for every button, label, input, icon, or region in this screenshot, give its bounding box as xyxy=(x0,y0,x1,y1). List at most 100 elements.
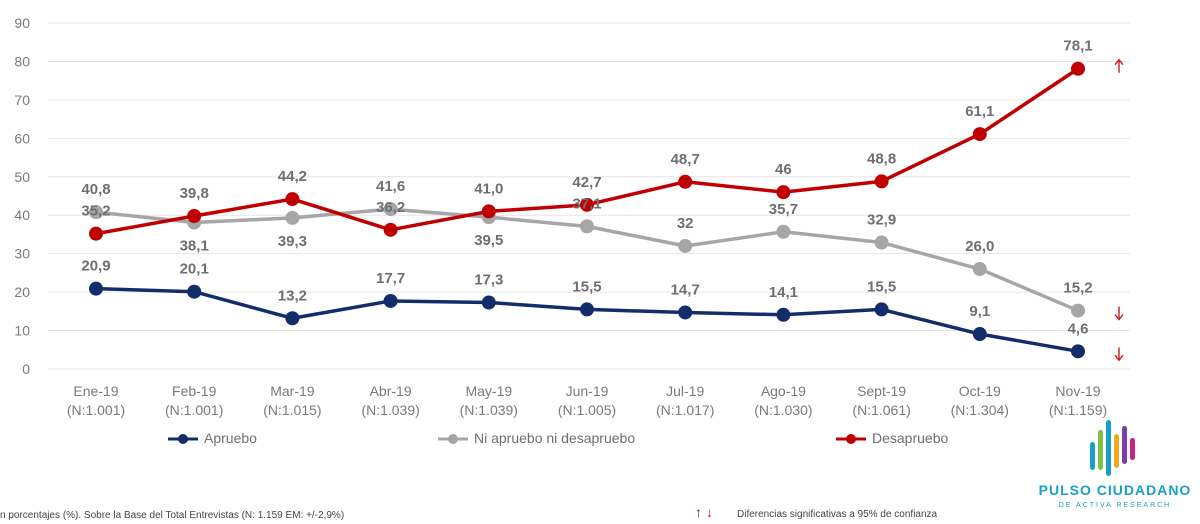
data-point xyxy=(481,204,496,219)
y-tick-label: 0 xyxy=(22,361,30,377)
data-label: 39,5 xyxy=(474,232,503,249)
x-tick-label: Sept-19 xyxy=(857,383,906,399)
data-label: 39,8 xyxy=(180,185,209,202)
data-point xyxy=(285,192,300,207)
data-label: 15,2 xyxy=(1063,280,1092,297)
data-point xyxy=(874,302,889,317)
pulso-ciudadano-logo: PULSO CIUDADANO DE ACTIVA RESEARCH xyxy=(1032,418,1198,518)
arrow-down-icon: ↓ xyxy=(706,504,713,520)
data-label: 13,2 xyxy=(278,287,307,304)
data-label: 42,7 xyxy=(572,174,601,191)
legend-desapruebo: Desapruebo xyxy=(834,430,948,446)
data-label: 48,8 xyxy=(867,150,896,167)
data-label: 37,1 xyxy=(572,195,601,212)
arrow-down-icon xyxy=(1114,306,1124,321)
data-point xyxy=(580,197,594,212)
legend-swatch-ni-apruebo xyxy=(438,434,468,445)
data-label: 35,7 xyxy=(769,201,798,218)
data-label: 15,5 xyxy=(867,278,896,295)
data-label: 44,2 xyxy=(278,168,307,185)
gridlines xyxy=(48,22,1130,370)
data-point xyxy=(285,210,300,225)
data-label: 17,3 xyxy=(474,271,503,288)
logo-name: PULSO CIUDADANO xyxy=(1038,482,1192,498)
data-label: 78,1 xyxy=(1063,38,1092,55)
y-axis: 0 10 20 30 40 50 60 70 80 90 xyxy=(14,15,30,377)
x-tick-label: Jun-19 xyxy=(566,383,609,399)
y-tick-label: 70 xyxy=(14,92,30,108)
x-tick-label: May-19 xyxy=(465,383,512,399)
x-tick-label: Ago-19 xyxy=(761,383,806,399)
arrow-up-icon xyxy=(1114,58,1124,73)
data-label: 9,1 xyxy=(969,303,990,320)
data-point xyxy=(776,185,791,200)
data-label: 14,1 xyxy=(769,284,798,301)
data-label: 14,7 xyxy=(671,281,700,298)
x-tick-label: Oct-19 xyxy=(959,383,1001,399)
significance-note-text: Diferencias significativas a 95% de conf… xyxy=(737,509,938,520)
arrow-down-icon xyxy=(1114,347,1124,362)
data-point xyxy=(972,327,987,342)
data-label: 41,0 xyxy=(474,180,503,197)
legend-label-desapruebo: Desapruebo xyxy=(872,430,949,446)
data-point xyxy=(1071,344,1085,359)
y-tick-label: 80 xyxy=(14,53,30,69)
data-point xyxy=(481,295,496,310)
data-label: 17,7 xyxy=(376,270,405,287)
data-point xyxy=(678,238,693,253)
x-tick-label: Feb-19 xyxy=(172,383,217,399)
data-point xyxy=(776,307,791,322)
arrow-up-icon: ↑ xyxy=(695,504,702,520)
data-point xyxy=(678,174,693,189)
x-tick-sample-size: (N:1.039) xyxy=(460,402,518,418)
significance-note: ↑ ↓ Diferencias significativas a 95% de co… xyxy=(695,504,937,520)
data-label: 38,1 xyxy=(180,238,209,255)
series-line xyxy=(95,286,1079,354)
data-point xyxy=(1071,303,1085,318)
significance-arrows xyxy=(1114,58,1124,362)
data-point xyxy=(383,202,398,217)
data-label: 26,0 xyxy=(965,238,994,255)
logo-subtitle: DE ACTIVA RESEARCH xyxy=(1058,502,1172,509)
x-tick-sample-size: (N:1.159) xyxy=(1049,402,1107,418)
data-label: 61,1 xyxy=(965,103,994,120)
data-point xyxy=(383,293,398,308)
x-tick-sample-size: (N:1.304) xyxy=(951,402,1009,418)
data-point xyxy=(580,302,594,317)
data-point xyxy=(89,281,103,296)
legend-label-ni-apruebo: Ni apruebo ni desapruebo xyxy=(474,430,636,446)
x-tick-sample-size: (N:1.017) xyxy=(656,402,714,418)
x-tick-label: Nov-19 xyxy=(1055,383,1100,399)
data-label: 32 xyxy=(677,215,694,232)
y-tick-label: 50 xyxy=(14,169,30,185)
x-tick-sample-size: (N:1.015) xyxy=(263,402,321,418)
legend-label-apruebo: Apruebo xyxy=(204,430,257,446)
base-footnote: n porcentajes (%). Sobre la Base del Tot… xyxy=(0,510,345,521)
x-tick-sample-size: (N:1.061) xyxy=(852,402,910,418)
y-tick-label: 90 xyxy=(14,15,30,31)
data-label: 41,6 xyxy=(376,178,405,195)
x-tick-label: Ene-19 xyxy=(73,383,118,399)
series-points xyxy=(89,61,1085,359)
data-point xyxy=(580,219,594,234)
line-chart: 0 10 20 30 40 50 60 70 80 90 Ene-19 (N:1.001) Feb-1… xyxy=(14,15,1130,418)
data-point xyxy=(89,226,103,241)
data-label: 36,2 xyxy=(376,199,405,216)
data-label: 4,6 xyxy=(1068,320,1089,337)
data-point xyxy=(187,284,202,299)
data-label: 48,7 xyxy=(671,151,700,168)
y-tick-label: 20 xyxy=(14,284,30,300)
data-label: 35,2 xyxy=(81,203,110,220)
data-label: 20,9 xyxy=(81,258,110,275)
data-label: 32,9 xyxy=(867,212,896,229)
data-point xyxy=(89,205,103,220)
data-point xyxy=(874,235,889,250)
data-point xyxy=(187,208,202,223)
data-label: 40,8 xyxy=(81,181,110,198)
data-label: 46 xyxy=(775,161,792,178)
x-tick-label: Jul-19 xyxy=(666,383,704,399)
x-tick-sample-size: (N:1.001) xyxy=(67,402,125,418)
data-point xyxy=(972,127,987,142)
y-tick-label: 30 xyxy=(14,246,30,262)
y-tick-label: 10 xyxy=(14,323,30,339)
